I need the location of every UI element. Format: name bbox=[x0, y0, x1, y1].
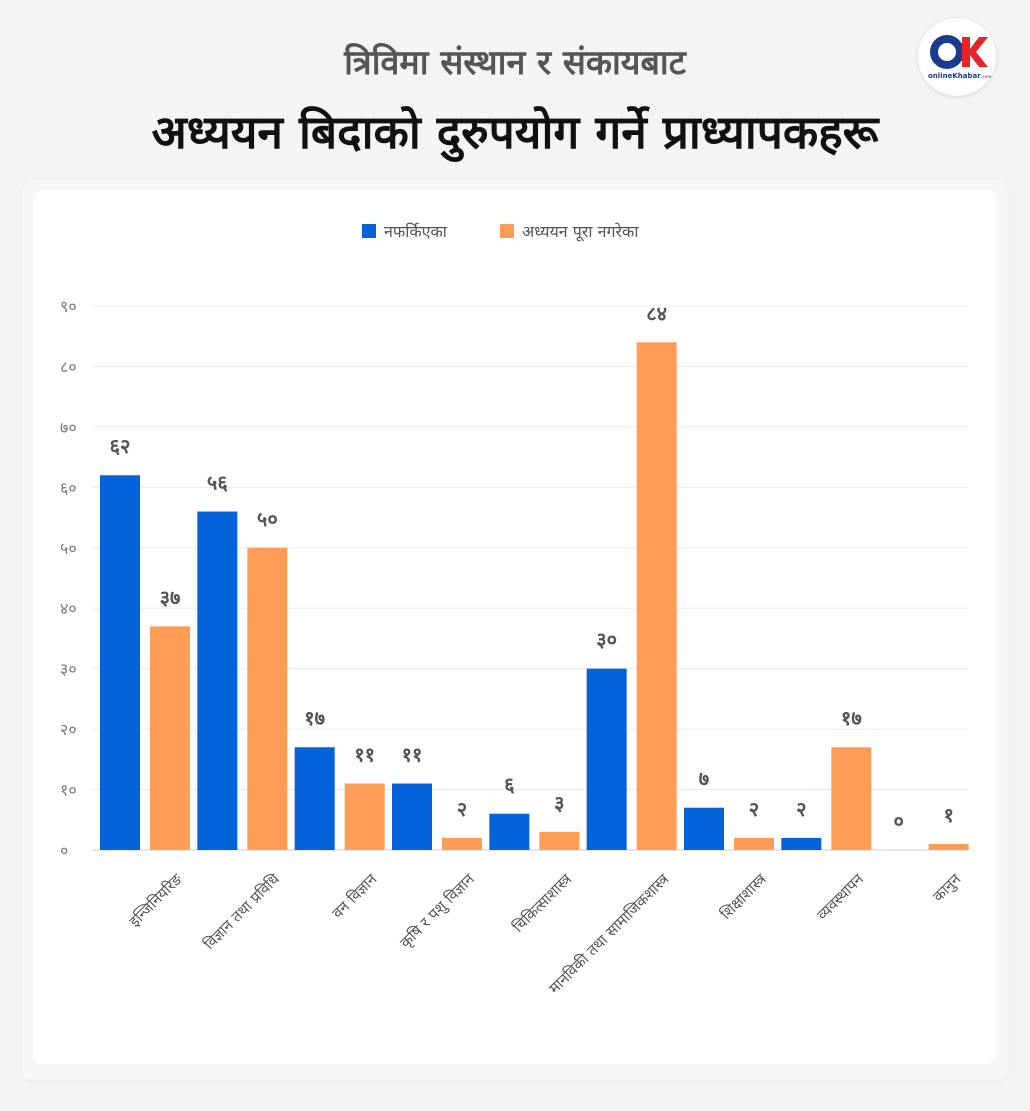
category-label: वन विज्ञान bbox=[329, 870, 381, 922]
y-tick-label: ९० bbox=[60, 297, 77, 316]
y-axis-ticks: ० १० २० ३० ४० ५० ६० ७० ८० ९० bbox=[60, 297, 77, 860]
chart-title-line1: त्रिविमा संस्थान र संकायबाट bbox=[344, 43, 686, 83]
category-label: इन्जिनियरिङ bbox=[125, 870, 186, 931]
chart-card bbox=[34, 190, 996, 1064]
category-labels: इन्जिनियरिङ विज्ञान तथा प्रविधि वन विज्ञान… bbox=[125, 870, 965, 998]
y-tick-label: ४० bbox=[60, 599, 77, 618]
onlinekhabar-logo[interactable]: onlineKhabar.com bbox=[918, 18, 996, 96]
logo-k-mark bbox=[962, 37, 988, 67]
data-label: ३ bbox=[554, 791, 564, 815]
y-tick-label: १० bbox=[60, 781, 77, 800]
bar-not-returned bbox=[392, 783, 432, 850]
category-label: शिक्षाशास्त्र bbox=[717, 870, 770, 923]
chart-title-line2: अध्ययन बिदाको दुरुपयोग गर्ने प्राध्यापकह… bbox=[151, 105, 879, 159]
bar-study-incomplete bbox=[928, 843, 969, 850]
bar-study-incomplete bbox=[831, 747, 872, 850]
bar-study-incomplete bbox=[734, 837, 774, 850]
y-tick-label: ८० bbox=[60, 357, 77, 376]
bar-not-returned bbox=[684, 807, 724, 850]
legend-swatch bbox=[362, 224, 376, 238]
data-labels: ६२ ३७ ५६ ५० १७ ११ ११ २ ६ ३ ३० ८४ ७ २ २ १७ ० १ bbox=[110, 301, 954, 833]
data-label: ८४ bbox=[646, 301, 667, 325]
y-tick-label: ३० bbox=[60, 660, 77, 679]
logo-suffix: .com bbox=[981, 74, 992, 79]
data-label: ३७ bbox=[160, 585, 181, 609]
data-label: २ bbox=[749, 797, 759, 821]
data-label: १७ bbox=[304, 706, 325, 730]
bar-study-incomplete bbox=[442, 837, 482, 850]
svg-text:onlineKhabar.com: onlineKhabar.com bbox=[928, 72, 991, 80]
data-label: ११ bbox=[402, 743, 423, 767]
bar-not-returned bbox=[294, 747, 335, 850]
bar-study-incomplete bbox=[539, 831, 580, 850]
data-label: २ bbox=[796, 797, 806, 821]
data-label: ५६ bbox=[207, 471, 228, 495]
data-label: ११ bbox=[354, 743, 375, 767]
logo-o-mark bbox=[930, 35, 964, 69]
y-tick-label: ६० bbox=[60, 478, 77, 497]
bar-study-incomplete bbox=[344, 783, 385, 850]
y-tick-label: ५० bbox=[60, 539, 77, 558]
data-label: ७ bbox=[699, 767, 709, 791]
bar-not-returned bbox=[100, 475, 140, 850]
y-tick-label: ७० bbox=[60, 418, 77, 437]
bar-not-returned bbox=[489, 813, 530, 850]
category-label: चिकित्साशास्त्र bbox=[509, 870, 576, 937]
legend-label[interactable]: नफर्किएका bbox=[384, 222, 448, 241]
category-label: विज्ञान तथा प्रविधि bbox=[200, 870, 284, 954]
logo-wordmark: onlineKhabar bbox=[928, 72, 981, 80]
category-label: व्यवस्थापन bbox=[813, 870, 867, 924]
legend-label[interactable]: अध्ययन पूरा नगरेका bbox=[522, 222, 639, 242]
data-label: १ bbox=[943, 803, 953, 827]
data-label: ६२ bbox=[110, 434, 131, 458]
grid-lines bbox=[92, 305, 968, 851]
bar-not-returned bbox=[197, 511, 238, 850]
data-label: २ bbox=[457, 797, 467, 821]
bar-study-incomplete bbox=[247, 547, 288, 850]
data-label: ३० bbox=[596, 628, 617, 652]
y-tick-label: २० bbox=[60, 720, 77, 739]
bar-not-returned bbox=[781, 837, 822, 850]
data-label: १७ bbox=[841, 706, 862, 730]
category-label: कानुन bbox=[929, 870, 966, 907]
bar-not-returned bbox=[586, 668, 627, 850]
bar-study-incomplete bbox=[636, 342, 677, 850]
data-label: ६ bbox=[504, 773, 515, 797]
legend: नफर्किएका अध्ययन पूरा नगरेका bbox=[362, 222, 639, 242]
category-label: कृषि र पशु विज्ञान bbox=[396, 870, 479, 953]
onlinekhabar-logo-icon: onlineKhabar.com bbox=[928, 35, 991, 80]
bars bbox=[100, 342, 969, 850]
bar-study-incomplete bbox=[150, 626, 190, 850]
y-tick-label: ० bbox=[60, 841, 68, 860]
data-label: ० bbox=[893, 809, 903, 833]
data-label: ५० bbox=[257, 507, 278, 531]
legend-swatch bbox=[500, 224, 514, 238]
